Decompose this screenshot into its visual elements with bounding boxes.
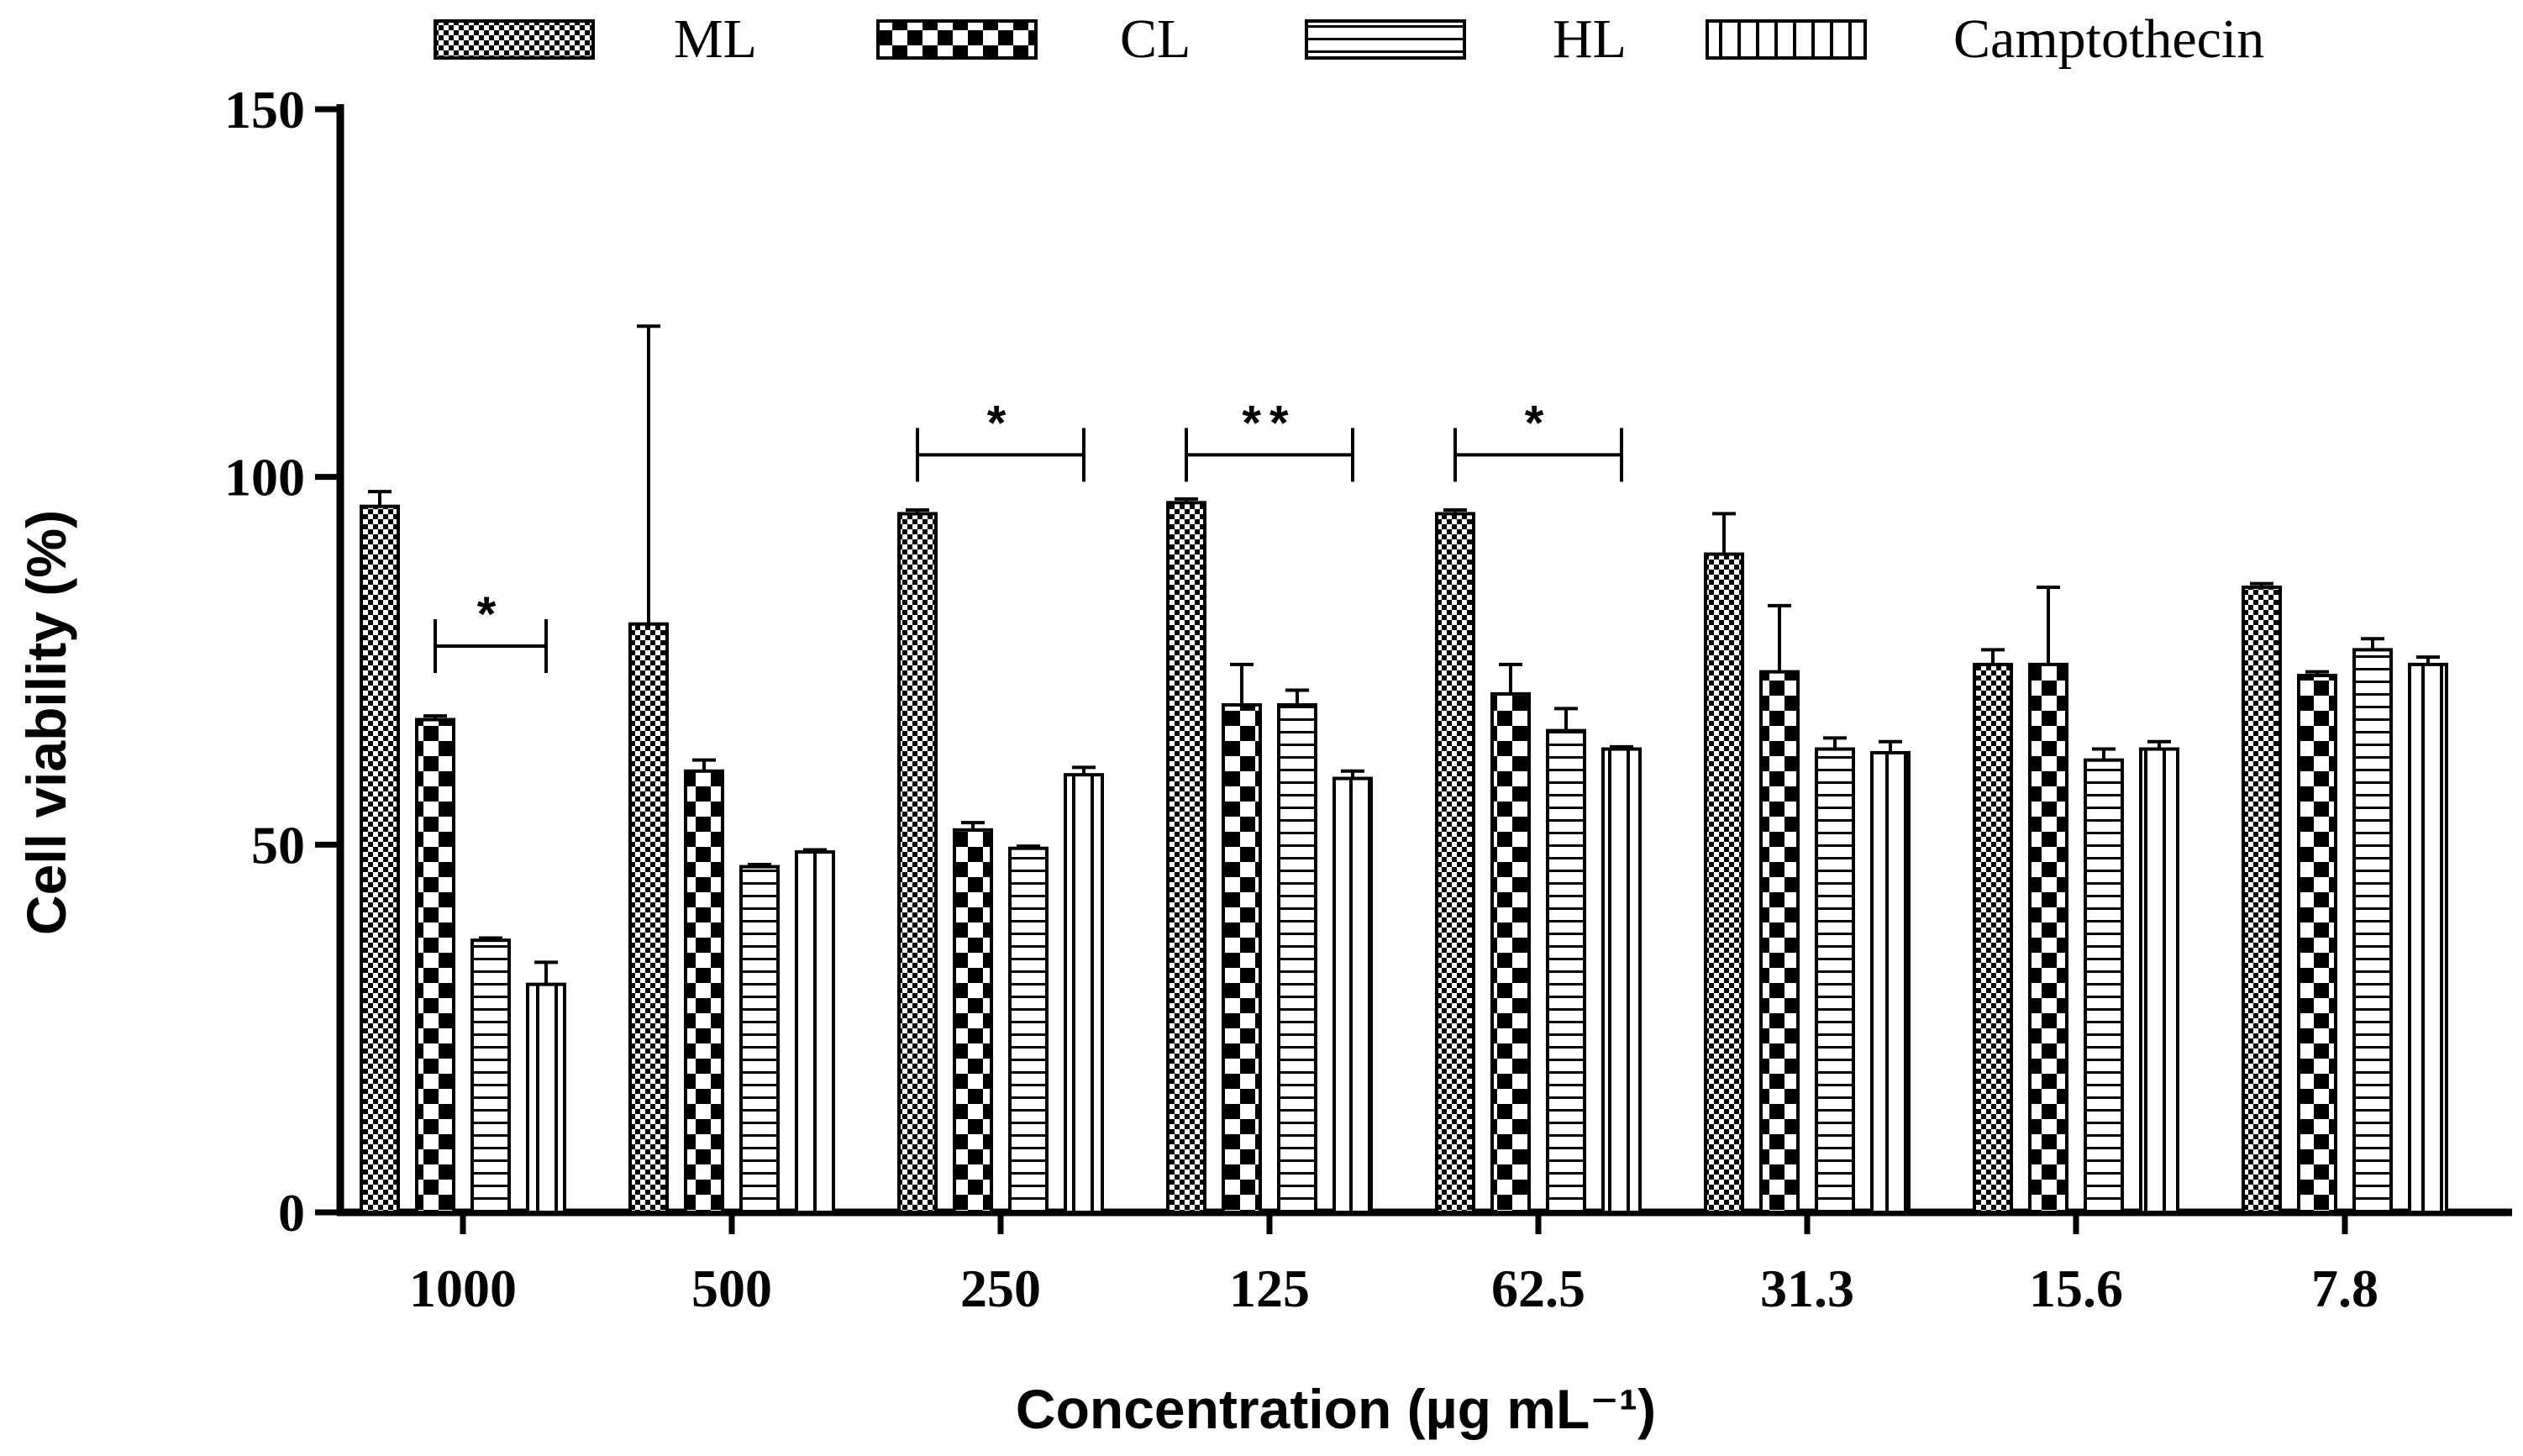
significance-label: ** <box>1242 396 1296 450</box>
legend-swatch-cl <box>876 19 1038 60</box>
significance-label: * <box>1525 396 1553 450</box>
x-tick-label: 7.8 <box>2311 1259 2378 1318</box>
bar-ml-1000 <box>360 504 400 1214</box>
bar-ml-500 <box>628 622 669 1214</box>
bar-camptothecin-31-3 <box>1870 750 1911 1214</box>
bar-camptothecin-500 <box>795 850 835 1214</box>
y-tick-label: 100 <box>224 448 305 507</box>
legend-label-ml: ML <box>674 8 757 70</box>
bar-hl-62-5 <box>1546 728 1586 1214</box>
x-tick-label: 250 <box>960 1259 1041 1318</box>
bar-cl-125 <box>1222 703 1262 1214</box>
bar-cl-31-3 <box>1759 670 1800 1214</box>
bar-cl-500 <box>684 769 724 1214</box>
significance-annotations: ** ** * <box>434 396 1623 673</box>
legend: ML CL HL Camptothecin <box>434 8 2264 70</box>
legend-label-cl: CL <box>1120 8 1191 70</box>
significance-label: * <box>477 587 505 642</box>
bar-hl-7-8 <box>2352 648 2393 1214</box>
bar-camptothecin-7-8 <box>2408 662 2448 1214</box>
bar-hl-500 <box>739 865 780 1215</box>
bars <box>360 324 2448 1215</box>
bar-cl-15-6 <box>2028 662 2068 1214</box>
bar-ml-15-6 <box>1973 662 2013 1214</box>
legend-label-camptothecin: Camptothecin <box>1953 8 2264 70</box>
bar-ml-7-8 <box>2242 585 2282 1214</box>
x-tick-label: 62.5 <box>1491 1259 1585 1318</box>
legend-swatch-hl <box>1305 19 1466 60</box>
y-tick-label: 0 <box>278 1183 305 1243</box>
legend-swatch-camptothecin <box>1706 19 1867 60</box>
x-tick-label: 15.6 <box>2029 1259 2123 1318</box>
legend-label-hl: HL <box>1553 8 1627 70</box>
bar-cl-7-8 <box>2297 674 2337 1214</box>
x-axis-title: Concentration (µg mL⁻¹) <box>1016 1378 1656 1440</box>
bar-camptothecin-62-5 <box>1601 747 1642 1214</box>
x-tick-label: 1000 <box>409 1259 517 1318</box>
bar-ml-31-3 <box>1704 552 1744 1214</box>
y-tick-label: 50 <box>251 815 305 875</box>
bar-ml-250 <box>897 512 938 1214</box>
bar-hl-250 <box>1008 846 1049 1215</box>
x-tick-label: 31.3 <box>1760 1259 1854 1318</box>
x-tick-label: 125 <box>1229 1259 1310 1318</box>
bar-hl-1000 <box>470 938 511 1215</box>
bar-camptothecin-250 <box>1064 773 1104 1214</box>
y-axis-title: Cell viability (%) <box>15 510 77 935</box>
bar-camptothecin-125 <box>1332 776 1373 1214</box>
x-tick-label: 500 <box>691 1259 772 1318</box>
bar-camptothecin-15-6 <box>2139 747 2179 1214</box>
bar-ml-125 <box>1166 501 1206 1214</box>
bar-camptothecin-1000 <box>526 982 566 1214</box>
y-tick-label: 150 <box>224 80 305 139</box>
bar-cl-62-5 <box>1490 691 1531 1214</box>
bar-ml-62-5 <box>1435 512 1475 1214</box>
bar-cl-1000 <box>415 717 455 1214</box>
legend-swatch-ml <box>434 19 595 60</box>
bar-hl-15-6 <box>2084 758 2124 1214</box>
bar-hl-31-3 <box>1815 747 1855 1214</box>
bar-cl-250 <box>953 828 993 1214</box>
significance-label: * <box>987 396 1015 450</box>
bar-hl-125 <box>1277 703 1317 1214</box>
